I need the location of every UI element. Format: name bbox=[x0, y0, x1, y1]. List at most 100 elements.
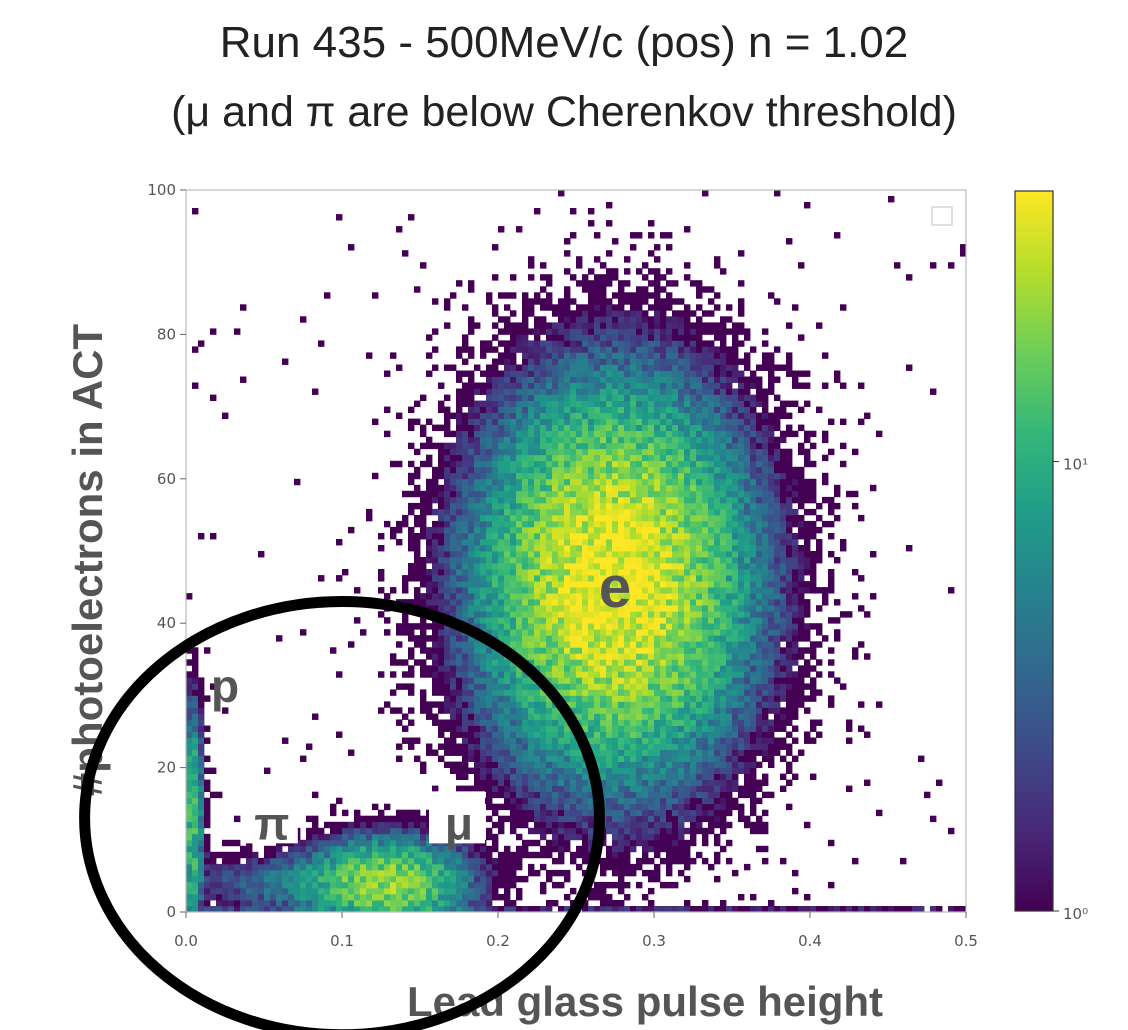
heatmap-cell bbox=[456, 714, 462, 720]
heatmap-cell bbox=[402, 738, 408, 744]
heatmap-cell bbox=[510, 701, 516, 707]
heatmap-cell bbox=[630, 473, 636, 479]
heatmap-cell bbox=[558, 425, 564, 431]
heatmap-cell bbox=[654, 726, 660, 732]
heatmap-cell bbox=[684, 623, 690, 629]
heatmap-cell bbox=[204, 834, 210, 840]
heatmap-cell bbox=[618, 786, 624, 792]
heatmap-cell bbox=[600, 714, 606, 720]
heatmap-cell bbox=[552, 756, 558, 762]
heatmap-cell bbox=[528, 437, 534, 443]
heatmap-cell bbox=[660, 575, 666, 581]
heatmap-cell bbox=[522, 804, 528, 810]
heatmap-cell bbox=[498, 389, 504, 395]
heatmap-cell bbox=[600, 726, 606, 732]
heatmap-cell bbox=[582, 425, 588, 431]
heatmap-cell bbox=[666, 527, 672, 533]
heatmap-cell bbox=[516, 780, 522, 786]
heatmap-cell bbox=[612, 503, 618, 509]
heatmap-cell bbox=[474, 671, 480, 677]
heatmap-cell bbox=[192, 852, 198, 858]
heatmap-cell bbox=[588, 816, 594, 822]
heatmap-cell bbox=[624, 647, 630, 653]
heatmap-cell bbox=[522, 840, 528, 846]
heatmap-cell bbox=[588, 449, 594, 455]
heatmap-cell bbox=[210, 888, 216, 894]
heatmap-cell bbox=[510, 732, 516, 738]
heatmap-cell bbox=[612, 689, 618, 695]
heatmap-cell bbox=[216, 882, 222, 888]
heatmap-cell bbox=[486, 401, 492, 407]
heatmap-cell bbox=[588, 497, 594, 503]
heatmap-cell bbox=[534, 292, 540, 298]
heatmap-cell bbox=[684, 461, 690, 467]
heatmap-cell bbox=[618, 479, 624, 485]
heatmap-cell bbox=[456, 509, 462, 515]
heatmap-cell bbox=[528, 527, 534, 533]
heatmap-cell bbox=[564, 292, 570, 298]
heatmap-cell bbox=[582, 780, 588, 786]
heatmap-cell bbox=[528, 840, 534, 846]
heatmap-cell bbox=[660, 623, 666, 629]
heatmap-cell bbox=[516, 798, 522, 804]
heatmap-cell bbox=[330, 852, 336, 858]
heatmap-cell bbox=[558, 497, 564, 503]
heatmap-cell bbox=[630, 533, 636, 539]
heatmap-cell bbox=[558, 882, 564, 888]
heatmap-cell bbox=[654, 671, 660, 677]
heatmap-cell bbox=[384, 846, 390, 852]
heatmap-cell bbox=[474, 527, 480, 533]
heatmap-cell bbox=[474, 443, 480, 449]
heatmap-cell bbox=[618, 846, 624, 852]
heatmap-cell bbox=[480, 858, 486, 864]
heatmap-cell bbox=[444, 575, 450, 581]
heatmap-cell bbox=[636, 467, 642, 473]
heatmap-cell bbox=[468, 401, 474, 407]
heatmap-cell bbox=[654, 352, 660, 358]
heatmap-cell bbox=[624, 786, 630, 792]
heatmap-cell bbox=[450, 509, 456, 515]
heatmap-cell bbox=[234, 858, 240, 864]
heatmap-cell bbox=[372, 870, 378, 876]
heatmap-cell bbox=[198, 822, 204, 828]
heatmap-cell bbox=[654, 437, 660, 443]
heatmap-cell bbox=[468, 491, 474, 497]
heatmap-cell bbox=[576, 635, 582, 641]
heatmap-cell bbox=[378, 876, 384, 882]
heatmap-cell bbox=[648, 738, 654, 744]
heatmap-cell bbox=[504, 882, 510, 888]
heatmap-cell bbox=[546, 593, 552, 599]
heatmap-cell bbox=[288, 852, 294, 858]
heatmap-cell bbox=[528, 695, 534, 701]
heatmap-cell bbox=[408, 834, 414, 840]
heatmap-cell bbox=[558, 443, 564, 449]
heatmap-cell bbox=[276, 882, 282, 888]
heatmap-cell bbox=[600, 521, 606, 527]
heatmap-cell bbox=[558, 635, 564, 641]
heatmap-cell bbox=[636, 768, 642, 774]
heatmap-cell bbox=[198, 340, 204, 346]
heatmap-cell bbox=[600, 864, 606, 870]
heatmap-cell bbox=[492, 876, 498, 882]
heatmap-cell bbox=[444, 695, 450, 701]
heatmap-cell bbox=[582, 605, 588, 611]
heatmap-cell bbox=[402, 888, 408, 894]
heatmap-cell bbox=[636, 810, 642, 816]
heatmap-cell bbox=[540, 443, 546, 449]
heatmap-cell bbox=[636, 714, 642, 720]
heatmap-cell bbox=[648, 545, 654, 551]
heatmap-cell bbox=[510, 419, 516, 425]
heatmap-cell bbox=[486, 876, 492, 882]
heatmap-cell bbox=[480, 413, 486, 419]
heatmap-cell bbox=[192, 732, 198, 738]
heatmap-cell bbox=[684, 840, 690, 846]
heatmap-cell bbox=[648, 491, 654, 497]
heatmap-cell bbox=[540, 864, 546, 870]
heatmap-cell bbox=[462, 852, 468, 858]
heatmap-cell bbox=[444, 533, 450, 539]
heatmap-cell bbox=[648, 593, 654, 599]
heatmap-cell bbox=[660, 473, 666, 479]
heatmap-cell bbox=[456, 479, 462, 485]
heatmap-cell bbox=[594, 310, 600, 316]
heatmap-cell bbox=[678, 732, 684, 738]
